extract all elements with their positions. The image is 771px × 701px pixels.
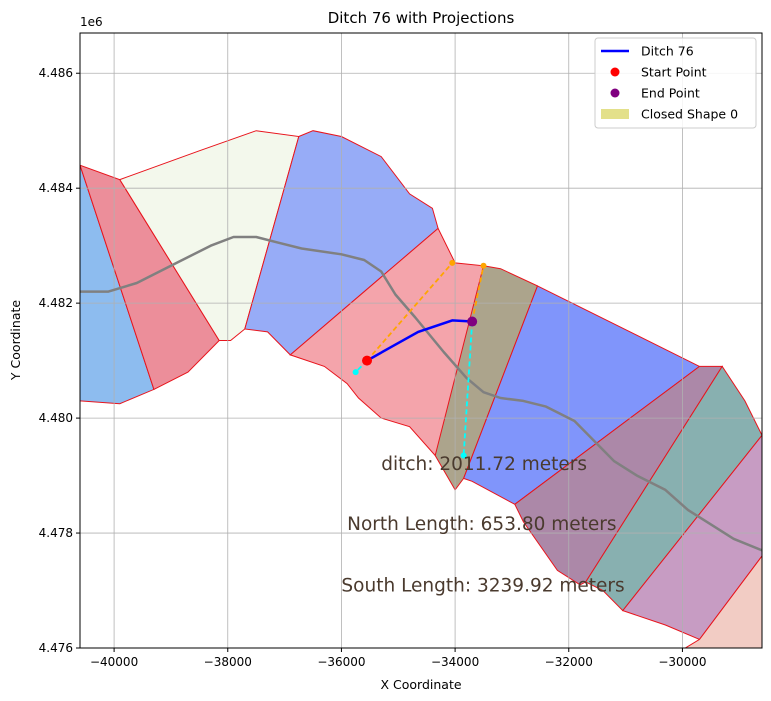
y-offset-label: 1e6 [80,15,103,29]
y-tick-label: 4.480 [39,411,73,425]
projection-endpoint-3 [460,452,467,459]
annotation-0: ditch: 2011.72 meters [381,454,587,475]
end-point [467,316,478,327]
y-tick-label: 4.476 [39,641,73,655]
ditch-line [366,319,473,362]
chart-title: Ditch 76 with Projections [328,9,515,27]
annotation-2: South Length: 3239.92 meters [341,576,624,597]
y-axis-ticks: 4.476 4.478 4.480 4.482 4.484 4.486 [39,66,80,655]
ditch-layer [362,316,478,366]
legend-point-swatch [610,67,620,77]
projection-line-3 [462,321,474,456]
projection-line-0 [366,262,453,362]
plot-frame [79,32,763,649]
centerline [80,235,762,552]
x-tick-label: −40000 [90,655,138,669]
projection-line-1 [471,265,485,322]
plot-area [80,33,762,648]
legend-box [594,37,757,129]
legend-patch-swatch [601,109,629,119]
y-axis-label: Y Coordinate [8,300,23,381]
y-tick-label: 4.482 [39,296,73,310]
legend-label: Ditch 76 [641,44,694,59]
centerline-layer [80,235,762,552]
region-polygon-4 [289,227,485,457]
projection-endpoint-2 [352,369,359,376]
x-tick-label: −34000 [431,655,479,669]
legend-label: Closed Shape 0 [641,107,738,122]
legend: Ditch 76 Start Point End Point Closed Shape… [594,37,757,129]
y-tick-label: 4.486 [39,66,73,80]
x-axis-label: X Coordinate [380,677,461,692]
grid-lines [80,33,762,648]
x-tick-label: −36000 [317,655,365,669]
x-tick-label: −30000 [658,655,706,669]
legend-label: Start Point [641,65,707,80]
x-axis-ticks: −40000 −38000 −36000 −34000 −32000 −30000 [90,648,707,669]
y-tick-label: 4.478 [39,526,73,540]
region-polygon-6 [462,285,701,505]
projection-endpoint-0 [449,259,456,266]
region-polygon-10 [684,555,762,648]
start-point [362,355,373,366]
annotation-layer: ditch: 2011.72 meters North Length: 653.8… [341,454,624,597]
legend-label: End Point [641,86,700,101]
x-tick-label: −32000 [545,655,593,669]
legend-point-swatch [610,88,620,98]
y-tick-label: 4.484 [39,181,73,195]
annotation-1: North Length: 653.80 meters [347,514,616,535]
polygon-layer [80,130,762,648]
projection-endpoint-1 [480,262,487,269]
x-tick-label: −38000 [204,655,252,669]
projection-layer [352,259,487,459]
